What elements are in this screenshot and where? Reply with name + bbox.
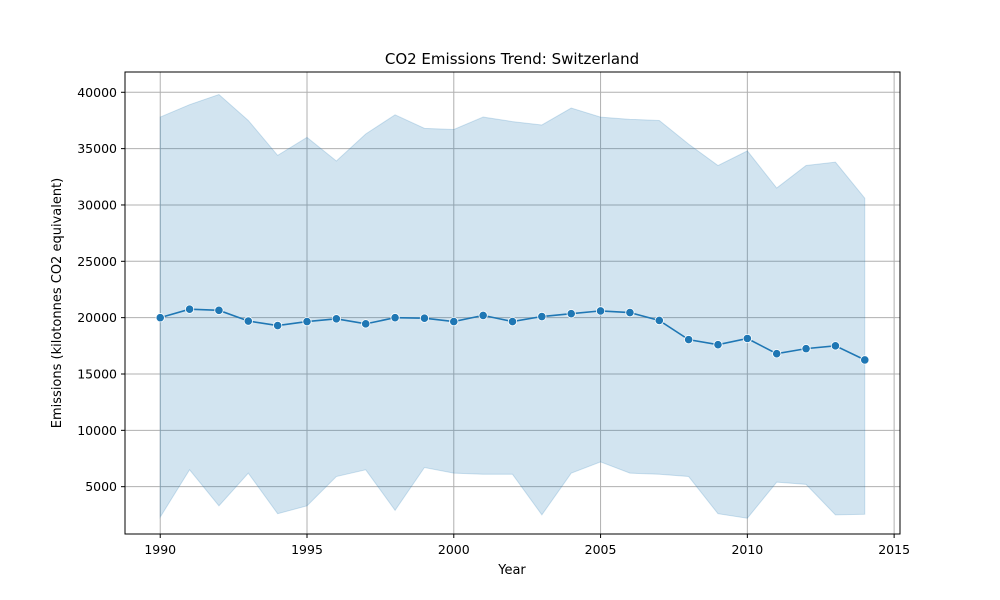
y-axis-label: Emissions (kilotonnes CO2 equivalent) — [50, 178, 65, 428]
x-tick-label: 2000 — [438, 542, 470, 557]
data-point — [684, 335, 694, 345]
data-point — [361, 319, 371, 329]
data-point — [478, 310, 488, 320]
data-point — [742, 333, 752, 344]
confidence-band-area — [159, 93, 866, 519]
y-tick-label: 25000 — [77, 254, 117, 269]
x-tick-label: 1995 — [291, 542, 323, 557]
data-point — [273, 320, 283, 331]
data-point — [331, 314, 341, 324]
data-point — [801, 344, 811, 354]
x-tick-label: 2005 — [585, 542, 617, 557]
y-axis-ticks: 5000 10000 15000 20000 25000 30000 35000 40000 — [77, 85, 125, 494]
chart-title: CO2 Emissions Trend: Switzerland — [385, 50, 639, 68]
x-tick-label: 2015 — [878, 542, 910, 557]
confidence-band — [159, 93, 866, 519]
data-point — [566, 309, 576, 319]
data-point — [214, 305, 224, 315]
data-points — [155, 304, 870, 365]
data-point — [302, 316, 312, 327]
x-axis-label: Year — [497, 563, 526, 578]
data-point — [860, 355, 870, 365]
y-tick-label: 15000 — [77, 366, 117, 381]
y-tick-label: 10000 — [77, 423, 117, 438]
data-point — [625, 307, 635, 318]
data-point — [419, 313, 430, 323]
data-point — [507, 316, 518, 327]
data-point — [155, 313, 165, 323]
x-tick-label: 1990 — [144, 542, 176, 557]
data-point — [713, 340, 723, 350]
data-point — [537, 311, 547, 322]
y-tick-label: 30000 — [77, 197, 117, 212]
data-point — [595, 306, 606, 316]
data-point — [772, 349, 782, 359]
plot-area-frame — [124, 71, 901, 535]
x-tick-label: 2010 — [731, 542, 763, 557]
data-point — [830, 341, 841, 351]
y-tick-label: 35000 — [77, 141, 117, 156]
data-point — [243, 316, 253, 326]
data-point — [654, 315, 664, 326]
y-tick-label: 20000 — [77, 310, 117, 325]
y-tick-label: 40000 — [77, 85, 117, 100]
data-point — [184, 304, 195, 314]
data-point — [449, 316, 459, 327]
grid-lines — [125, 72, 900, 534]
x-axis-ticks: 1990 1995 2000 2005 2010 2015 — [144, 534, 910, 557]
data-point — [390, 313, 400, 323]
y-tick-label: 5000 — [85, 479, 117, 494]
